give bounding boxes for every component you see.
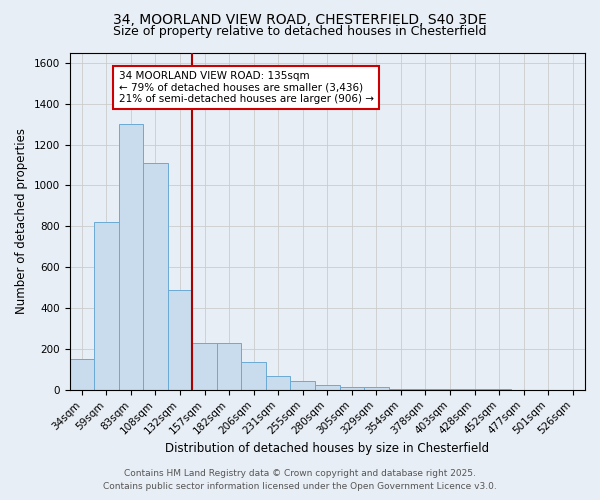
Bar: [143, 163, 168, 390]
Bar: [315, 385, 340, 390]
Bar: [364, 387, 389, 390]
Bar: [217, 343, 241, 390]
Bar: [168, 290, 192, 390]
Text: Size of property relative to detached houses in Chesterfield: Size of property relative to detached ho…: [113, 25, 487, 38]
Bar: [340, 388, 364, 390]
Bar: [119, 124, 143, 390]
X-axis label: Distribution of detached houses by size in Chesterfield: Distribution of detached houses by size …: [165, 442, 490, 455]
Bar: [241, 362, 266, 390]
Text: 34, MOORLAND VIEW ROAD, CHESTERFIELD, S40 3DE: 34, MOORLAND VIEW ROAD, CHESTERFIELD, S4…: [113, 12, 487, 26]
Bar: [389, 389, 413, 390]
Bar: [94, 222, 119, 390]
Bar: [266, 376, 290, 390]
Bar: [438, 389, 462, 390]
Text: 34 MOORLAND VIEW ROAD: 135sqm
← 79% of detached houses are smaller (3,436)
21% o: 34 MOORLAND VIEW ROAD: 135sqm ← 79% of d…: [119, 71, 374, 104]
Bar: [487, 389, 511, 390]
Bar: [192, 343, 217, 390]
Bar: [70, 359, 94, 390]
Text: Contains HM Land Registry data © Crown copyright and database right 2025.
Contai: Contains HM Land Registry data © Crown c…: [103, 469, 497, 491]
Y-axis label: Number of detached properties: Number of detached properties: [15, 128, 28, 314]
Bar: [413, 389, 438, 390]
Bar: [290, 382, 315, 390]
